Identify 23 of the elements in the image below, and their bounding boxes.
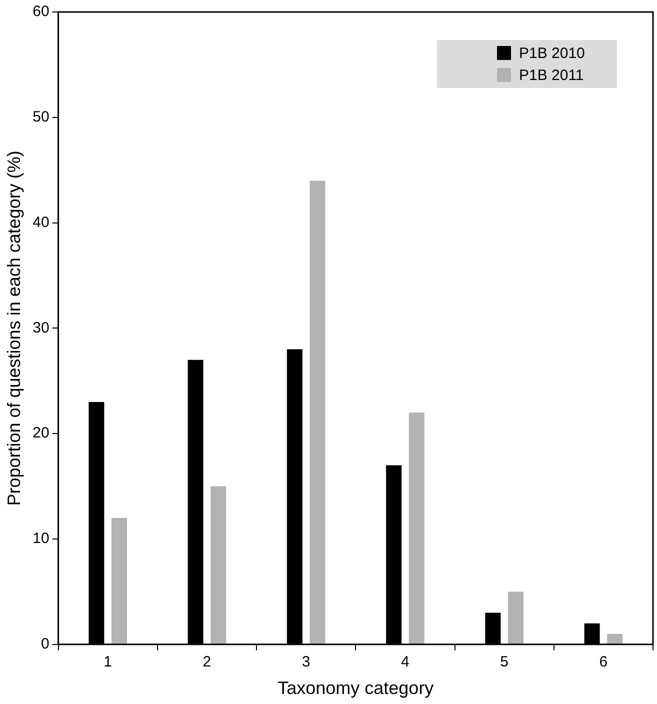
y-tick-label: 30 [32, 319, 50, 336]
y-tick-label: 10 [32, 530, 50, 548]
x-tick-label: 5 [500, 654, 508, 671]
y-tick-label: 50 [32, 108, 50, 126]
x-tick-label: 2 [202, 654, 212, 671]
bar [408, 412, 424, 644]
bar [607, 634, 623, 644]
y-tick-label: 20 [32, 424, 50, 442]
bar [210, 486, 226, 644]
legend-label: P1B 2010 [519, 44, 585, 62]
x-tick-label: 3 [302, 654, 310, 671]
x-axis-title: Taxonomy category [278, 678, 434, 698]
x-tick-label: 4 [401, 654, 410, 671]
bar [111, 518, 127, 644]
x-tick-label: 1 [104, 654, 112, 671]
legend-label: P1B 2011 [519, 66, 584, 84]
y-axis-title: Proportion of questions in each category (%) [4, 150, 24, 506]
y-tick-label: 60 [32, 3, 50, 20]
bar [508, 592, 524, 644]
bar [310, 180, 326, 644]
y-tick-label: 0 [40, 636, 50, 653]
x-tick-label: 6 [599, 654, 608, 671]
y-tick-label: 40 [32, 214, 50, 231]
